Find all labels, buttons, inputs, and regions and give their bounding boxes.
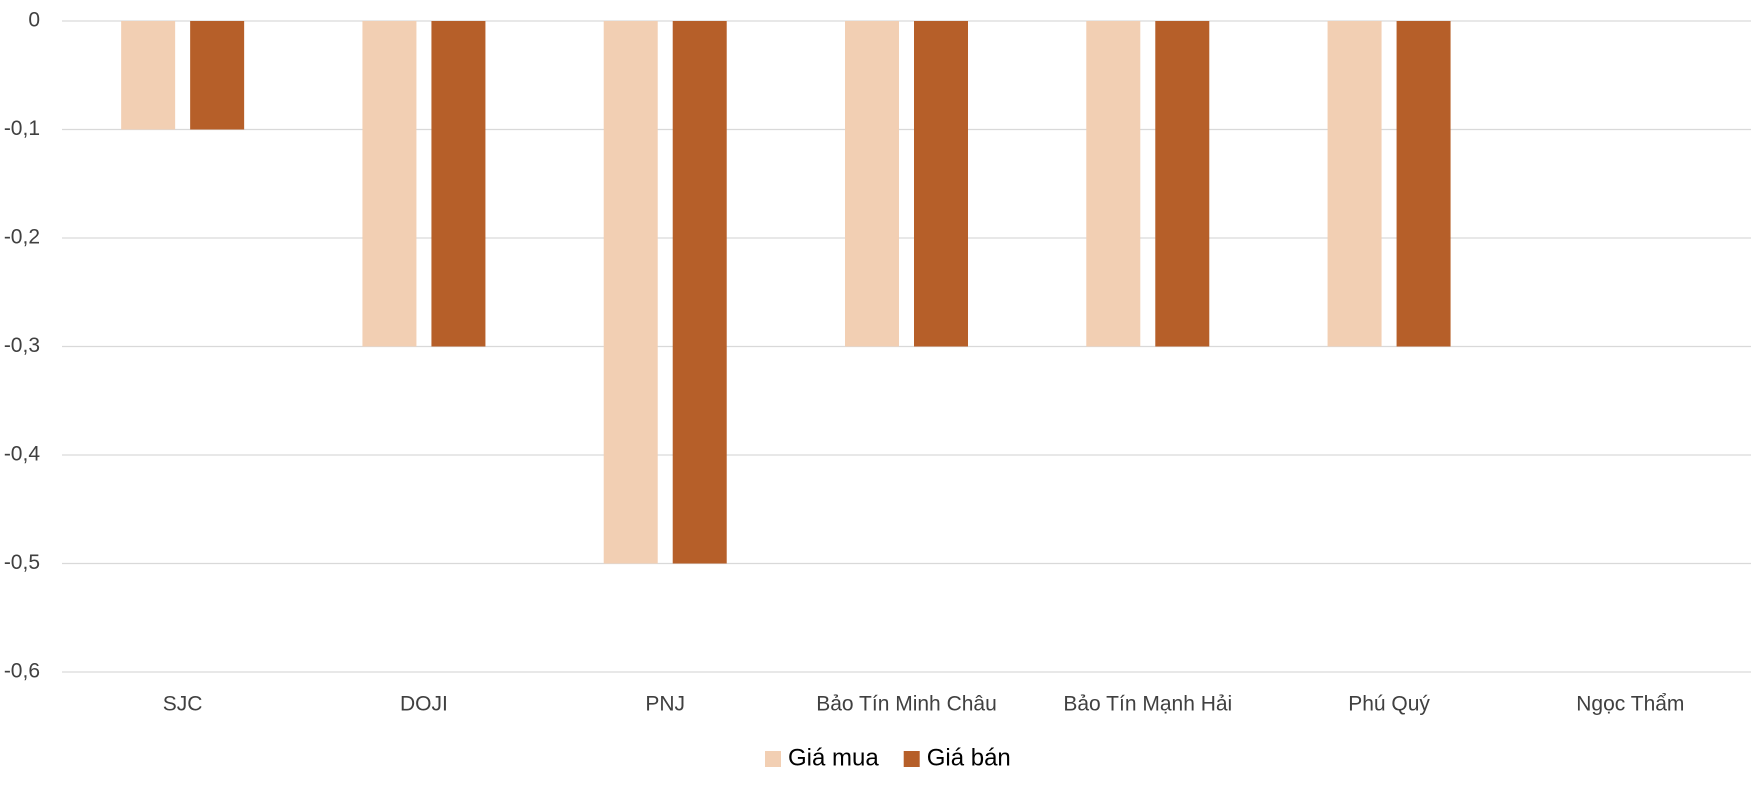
y-tick-label: -0,3 <box>4 334 40 357</box>
legend-swatch <box>903 751 920 767</box>
y-tick-label: -0,5 <box>4 551 40 574</box>
y-tick-label: -0,1 <box>4 117 40 140</box>
bar <box>1327 21 1382 347</box>
x-tick-label: Bảo Tín Minh Châu <box>816 693 997 716</box>
x-tick-label: DOJI <box>400 693 448 716</box>
x-tick-label: Bảo Tín Mạnh Hải <box>1063 693 1232 716</box>
bar <box>121 21 176 130</box>
bar <box>603 21 658 564</box>
x-tick-label: PNJ <box>645 693 685 716</box>
bar <box>1086 21 1141 347</box>
bar <box>845 21 899 347</box>
x-tick-label: SJC <box>163 693 203 716</box>
y-tick-label: -0,2 <box>4 226 40 249</box>
bar <box>362 21 417 347</box>
bar <box>672 21 727 564</box>
legend-label: Giá mua <box>788 744 879 771</box>
bar <box>431 21 486 347</box>
legend-swatch <box>765 751 781 767</box>
x-tick-label: Phú Quý <box>1348 693 1430 716</box>
x-tick-label: Ngọc Thẩm <box>1576 693 1684 716</box>
y-tick-label: -0,4 <box>4 443 41 466</box>
bar <box>914 21 968 347</box>
bar <box>1396 21 1451 347</box>
y-tick-label: -0,6 <box>4 660 40 683</box>
bar <box>190 21 245 130</box>
legend-label: Giá bán <box>927 744 1011 771</box>
y-tick-label: 0 <box>28 9 40 32</box>
bar <box>1155 21 1210 347</box>
